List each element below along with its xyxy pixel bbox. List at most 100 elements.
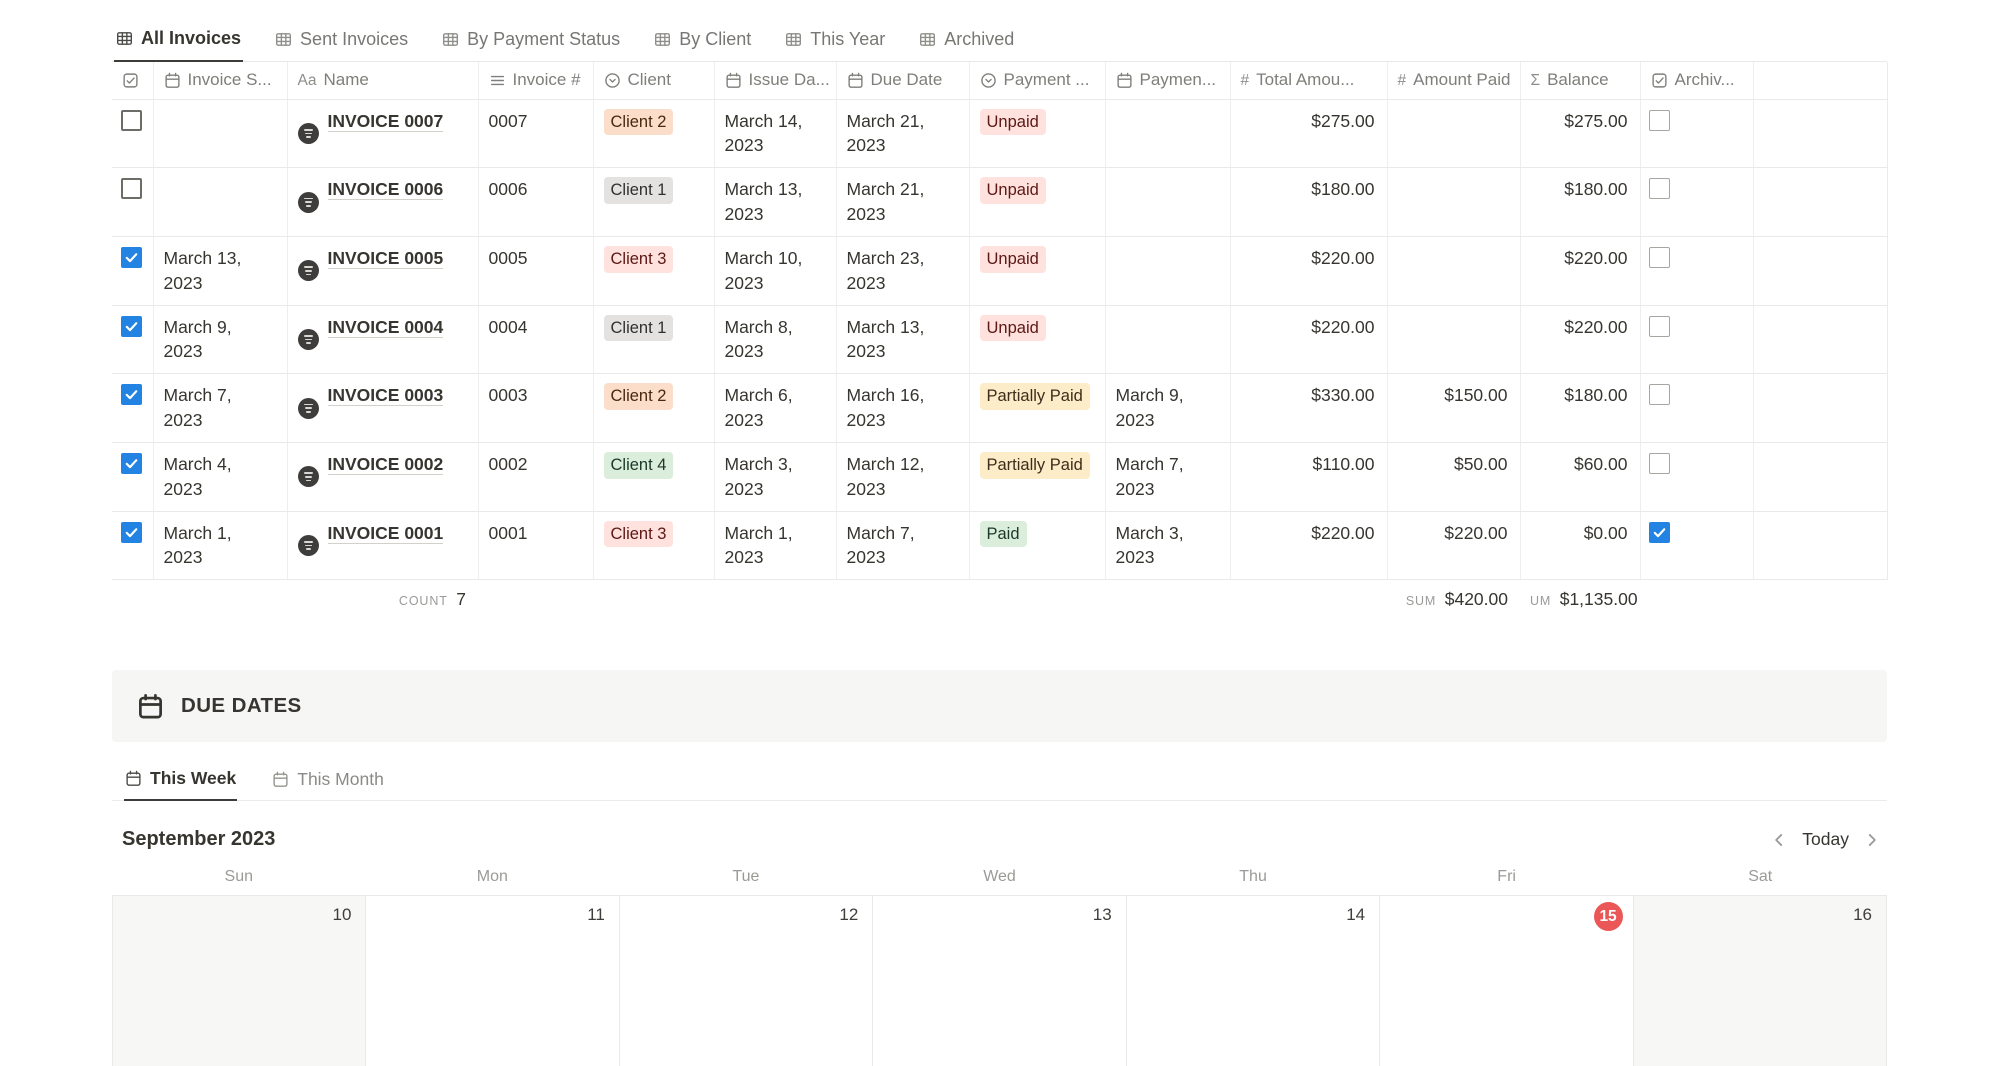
cell-issue-date[interactable]: March 1, 2023 xyxy=(714,511,837,581)
cell-invoice-number[interactable]: 0001 xyxy=(478,511,594,581)
cell-select[interactable] xyxy=(112,373,154,443)
cell-total-amount[interactable]: $220.00 xyxy=(1230,511,1388,581)
calendar-day-cell[interactable]: 16 xyxy=(1633,896,1887,1066)
cell-balance[interactable]: $0.00 xyxy=(1520,511,1641,581)
column-header-total_amount[interactable]: # Total Amou... xyxy=(1230,62,1388,100)
cell-client[interactable]: Client 2 xyxy=(593,99,715,169)
cell-amount-paid[interactable] xyxy=(1387,236,1521,306)
cell-payment-status[interactable]: Unpaid xyxy=(969,99,1106,169)
cell-payment-date[interactable] xyxy=(1105,305,1231,375)
cell-amount-paid[interactable]: $220.00 xyxy=(1387,511,1521,581)
cell-client[interactable]: Client 3 xyxy=(593,236,715,306)
cell-archived[interactable] xyxy=(1640,236,1754,306)
cell-issue-date[interactable]: March 10, 2023 xyxy=(714,236,837,306)
column-header-payment_status[interactable]: Payment ... xyxy=(969,62,1106,100)
calendar-day-cell[interactable]: 12 xyxy=(619,896,874,1066)
cell-payment-status[interactable]: Partially Paid xyxy=(969,442,1106,512)
cell-balance[interactable]: $180.00 xyxy=(1520,167,1641,237)
cell-balance[interactable]: $60.00 xyxy=(1520,442,1641,512)
cell-balance[interactable]: $180.00 xyxy=(1520,373,1641,443)
cell-amount-paid[interactable]: $50.00 xyxy=(1387,442,1521,512)
calendar-day-cell[interactable]: 15 xyxy=(1380,896,1634,1066)
cell-amount-paid[interactable]: $150.00 xyxy=(1387,373,1521,443)
archived-checkbox[interactable] xyxy=(1648,521,1670,543)
column-header-amount_paid[interactable]: # Amount Paid xyxy=(1387,62,1521,100)
cell-client[interactable]: Client 4 xyxy=(593,442,715,512)
cell-total-amount[interactable]: $220.00 xyxy=(1230,236,1388,306)
cell-issue-date[interactable]: March 14, 2023 xyxy=(714,99,837,169)
column-header-invoice_number[interactable]: Invoice # xyxy=(478,62,594,100)
invoice-page-link[interactable]: INVOICE 0001 xyxy=(327,522,444,544)
column-header-invoice_sent[interactable]: Invoice S... xyxy=(153,62,288,100)
calendar-day-cell[interactable]: 14 xyxy=(1126,896,1381,1066)
cell-payment-date[interactable] xyxy=(1105,167,1231,237)
payment-status-tag[interactable]: Unpaid xyxy=(979,177,1046,204)
column-header-payment_date[interactable]: Paymen... xyxy=(1105,62,1231,100)
client-tag[interactable]: Client 2 xyxy=(603,383,674,410)
chevron-left-icon[interactable] xyxy=(1770,831,1788,849)
cell-balance[interactable]: $275.00 xyxy=(1520,99,1641,169)
row-checkbox[interactable] xyxy=(121,315,142,337)
cell-issue-date[interactable]: March 8, 2023 xyxy=(714,305,837,375)
cell-name[interactable]: INVOICE 0006 xyxy=(287,167,479,237)
cell-total-amount[interactable]: $220.00 xyxy=(1230,305,1388,375)
cell-invoice-sent[interactable]: March 7, 2023 xyxy=(153,373,288,443)
view-tab-by-client[interactable]: By Client xyxy=(652,22,753,62)
cell-issue-date[interactable]: March 3, 2023 xyxy=(714,442,837,512)
cell-client[interactable]: Client 1 xyxy=(593,305,715,375)
archived-checkbox[interactable] xyxy=(1648,452,1670,474)
cell-invoice-sent[interactable]: March 9, 2023 xyxy=(153,305,288,375)
row-checkbox[interactable] xyxy=(121,452,142,474)
cell-client[interactable]: Client 1 xyxy=(593,167,715,237)
client-tag[interactable]: Client 1 xyxy=(603,177,674,204)
cell-name[interactable]: INVOICE 0001 xyxy=(287,511,479,581)
column-header-due_date[interactable]: Due Date xyxy=(836,62,970,100)
cell-select[interactable] xyxy=(112,305,154,375)
cell-archived[interactable] xyxy=(1640,167,1754,237)
cell-payment-date[interactable] xyxy=(1105,236,1231,306)
calendar-day-cell[interactable]: 13 xyxy=(873,896,1127,1066)
view-tab-this-year[interactable]: This Year xyxy=(783,22,887,62)
cell-payment-status[interactable]: Partially Paid xyxy=(969,373,1106,443)
chevron-right-icon[interactable] xyxy=(1863,831,1881,849)
cell-total-amount[interactable]: $110.00 xyxy=(1230,442,1388,512)
payment-status-tag[interactable]: Unpaid xyxy=(979,314,1046,342)
cell-amount-paid[interactable] xyxy=(1387,305,1521,375)
cell-payment-date[interactable]: March 9, 2023 xyxy=(1105,373,1231,443)
row-checkbox[interactable] xyxy=(121,246,142,268)
cell-total-amount[interactable]: $275.00 xyxy=(1230,99,1388,169)
column-header-archived[interactable]: Archiv... xyxy=(1640,62,1754,100)
cell-due-date[interactable]: March 13, 2023 xyxy=(836,305,970,375)
cell-name[interactable]: INVOICE 0005 xyxy=(287,236,479,306)
invoice-page-link[interactable]: INVOICE 0007 xyxy=(327,110,444,132)
cell-issue-date[interactable]: March 13, 2023 xyxy=(714,167,837,237)
calendar-tab-this-week[interactable]: This Week xyxy=(124,764,238,802)
cell-balance[interactable]: $220.00 xyxy=(1520,305,1641,375)
column-header-select[interactable] xyxy=(112,62,154,100)
cell-payment-status[interactable]: Unpaid xyxy=(969,236,1106,306)
archived-checkbox[interactable] xyxy=(1648,315,1670,337)
row-checkbox[interactable] xyxy=(121,384,142,406)
cell-invoice-number[interactable]: 0005 xyxy=(478,236,594,306)
cell-archived[interactable] xyxy=(1640,442,1754,512)
archived-checkbox[interactable] xyxy=(1648,109,1670,131)
cell-payment-status[interactable]: Unpaid xyxy=(969,305,1106,375)
archived-checkbox[interactable] xyxy=(1648,246,1670,268)
cell-payment-status[interactable]: Paid xyxy=(969,511,1106,581)
cell-invoice-number[interactable]: 0007 xyxy=(478,99,594,169)
cell-total-amount[interactable]: $330.00 xyxy=(1230,373,1388,443)
cell-invoice-number[interactable]: 0002 xyxy=(478,442,594,512)
view-tab-archived[interactable]: Archived xyxy=(917,22,1016,62)
invoice-page-link[interactable]: INVOICE 0002 xyxy=(327,453,444,475)
cell-payment-status[interactable]: Unpaid xyxy=(969,167,1106,237)
calendar-day-cell[interactable]: 11 xyxy=(366,896,620,1066)
today-button[interactable]: Today xyxy=(1802,829,1849,850)
view-tab-sent-invoices[interactable]: Sent Invoices xyxy=(273,22,410,62)
payment-status-tag[interactable]: Partially Paid xyxy=(979,383,1090,410)
cell-due-date[interactable]: March 21, 2023 xyxy=(836,167,970,237)
invoice-page-link[interactable]: INVOICE 0003 xyxy=(327,385,444,407)
cell-payment-date[interactable]: March 7, 2023 xyxy=(1105,442,1231,512)
amount-paid-sum-aggregate[interactable]: SUM $420.00 xyxy=(1387,580,1520,627)
cell-archived[interactable] xyxy=(1640,511,1754,581)
invoice-page-link[interactable]: INVOICE 0006 xyxy=(327,179,444,201)
